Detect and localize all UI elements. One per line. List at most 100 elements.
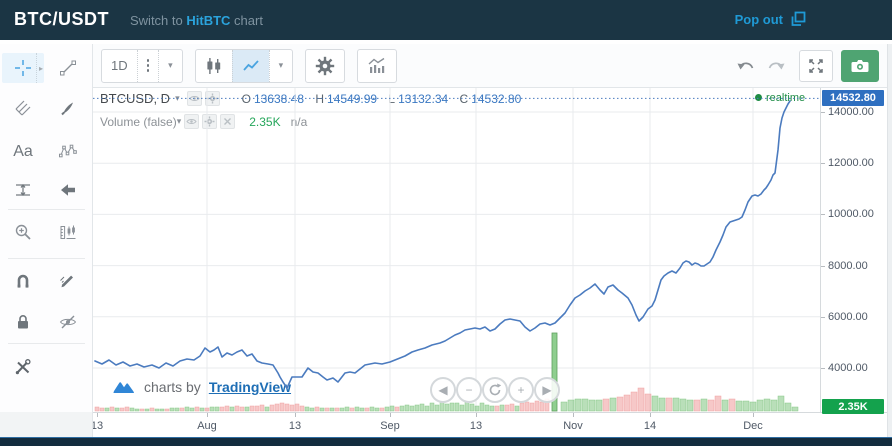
sidebar-tool-remove-tools[interactable] <box>2 352 44 382</box>
volume-bar <box>334 407 340 412</box>
volume-bar <box>444 403 450 412</box>
pan-left-button[interactable]: ◀ <box>430 377 456 403</box>
price-tick-label: 14000.00 <box>828 106 874 118</box>
trend-line-icon <box>60 60 76 76</box>
chart-type-caret-button[interactable]: ▾ <box>268 49 293 82</box>
remove-study-button[interactable] <box>220 114 236 129</box>
compare-dots-icon[interactable] <box>136 49 159 82</box>
reset-zoom-button[interactable] <box>482 377 508 403</box>
sidebar-tool-pitchfork[interactable] <box>2 93 44 123</box>
volume-bar <box>314 406 320 412</box>
sidebar-tool-magnet[interactable] <box>2 266 44 296</box>
sidebar-tool-crosshair[interactable]: ▸ <box>2 53 44 83</box>
toggle-visibility-button[interactable] <box>186 91 202 106</box>
indicators-button[interactable] <box>358 50 396 82</box>
volume-bar <box>409 405 415 412</box>
volume-bar <box>665 397 673 412</box>
gear-icon <box>315 56 335 75</box>
chart-toolbar: 1D ▾ ▾ <box>93 44 887 88</box>
interval-caret-button[interactable]: ▾ <box>158 49 182 82</box>
zoom-out-button[interactable]: − <box>456 377 482 403</box>
candlestick-chart-icon <box>207 57 220 74</box>
sidebar-separator <box>8 343 85 344</box>
sidebar-tool-measure[interactable] <box>47 217 89 247</box>
measure-icon <box>60 225 76 239</box>
sidebar-tool-arrow-marker[interactable] <box>47 175 89 205</box>
switch-exchange-link[interactable]: Switch to HitBTC chart <box>130 13 263 28</box>
zoom-in-button[interactable]: + <box>508 377 534 403</box>
fullscreen-button[interactable] <box>799 49 833 82</box>
chart-plot-area[interactable]: BTCUSD, D ▾ O 13638.48 H 14549.99 L 13132.3… <box>93 88 820 412</box>
volume-bar <box>249 405 255 412</box>
volume-bar <box>630 391 638 412</box>
sidebar-tool-trend-line[interactable] <box>47 53 89 83</box>
sidebar-tool-long-position[interactable] <box>2 175 44 205</box>
volume-bar <box>364 407 370 412</box>
volume-bar <box>149 407 155 412</box>
volume-bar <box>679 398 687 412</box>
study-settings-button[interactable] <box>202 114 218 129</box>
volume-bar <box>144 408 150 412</box>
flyout-caret-icon[interactable]: ▸ <box>35 53 43 83</box>
volume-bar <box>344 406 350 412</box>
caret-down-icon[interactable]: ▾ <box>176 116 182 126</box>
volume-bar <box>279 402 285 412</box>
realtime-dot-icon <box>755 94 762 102</box>
volume-bar <box>504 404 510 412</box>
exchange-name[interactable]: HitBTC <box>186 13 231 28</box>
sidebar-separator <box>8 209 85 210</box>
pop-out-button[interactable]: Pop out <box>735 11 806 27</box>
volume-bar <box>777 395 785 412</box>
price-tick-label: 6000.00 <box>828 310 868 323</box>
volume-bar <box>159 408 165 412</box>
redo-icon <box>768 62 785 69</box>
undo-button[interactable] <box>731 50 761 82</box>
line-chart-button[interactable] <box>231 49 269 82</box>
volume-bar <box>658 397 666 412</box>
undo-icon <box>737 62 754 69</box>
sidebar-tool-hide-drawings[interactable] <box>47 307 89 337</box>
pan-right-button[interactable]: ▶ <box>534 377 560 403</box>
candlestick-chart-button[interactable] <box>196 50 232 82</box>
volume-na: n/a <box>290 114 308 129</box>
volume-bar <box>499 404 505 412</box>
sidebar-tool-drawing-mode[interactable] <box>47 266 89 296</box>
volume-bar <box>289 404 295 412</box>
volume-bar <box>199 407 205 412</box>
arrow-marker-icon <box>61 184 75 196</box>
redo-button[interactable] <box>761 50 791 82</box>
volume-bar <box>567 399 575 412</box>
volume-bar <box>124 406 130 412</box>
volume-bar <box>474 405 480 412</box>
volume-bar <box>439 401 445 412</box>
pop-out-icon <box>791 11 806 26</box>
caret-down-icon[interactable]: ▾ <box>175 93 180 103</box>
series-settings-button[interactable] <box>204 91 220 106</box>
settings-button[interactable] <box>306 50 344 82</box>
volume-bar <box>529 402 535 412</box>
toggle-visibility-button[interactable] <box>184 114 200 129</box>
volume-bar <box>284 403 290 412</box>
volume-bar <box>269 404 275 412</box>
volume-bar <box>329 407 335 412</box>
volume-bar <box>514 405 520 412</box>
axis-corner <box>0 412 93 437</box>
snapshot-button[interactable] <box>841 49 879 82</box>
price-axis[interactable]: 14532.80 2.35K 14000.00 12000.00 10000.00 8… <box>820 88 887 414</box>
volume-bar <box>494 405 500 412</box>
volume-bar <box>339 407 345 412</box>
interval-button[interactable]: 1D <box>111 58 128 73</box>
sidebar-tool-brush[interactable] <box>47 93 89 123</box>
tradingview-link[interactable]: TradingView <box>208 379 292 395</box>
volume-bar <box>693 399 701 412</box>
lock-icon <box>18 315 28 329</box>
sidebar-tool-zoom-in[interactable] <box>2 217 44 247</box>
sidebar-tool-text[interactable]: Aa <box>2 137 44 167</box>
volume-bar <box>404 404 410 412</box>
time-axis[interactable]: 13 Aug 13 Sep 13 Nov 14 Dec <box>91 412 887 437</box>
sidebar-tool-lock[interactable] <box>2 307 44 337</box>
symbol-title: BTC/USDT <box>14 9 109 29</box>
sidebar-tool-xabcd-pattern[interactable] <box>47 137 89 167</box>
time-tick-mark <box>573 413 574 417</box>
